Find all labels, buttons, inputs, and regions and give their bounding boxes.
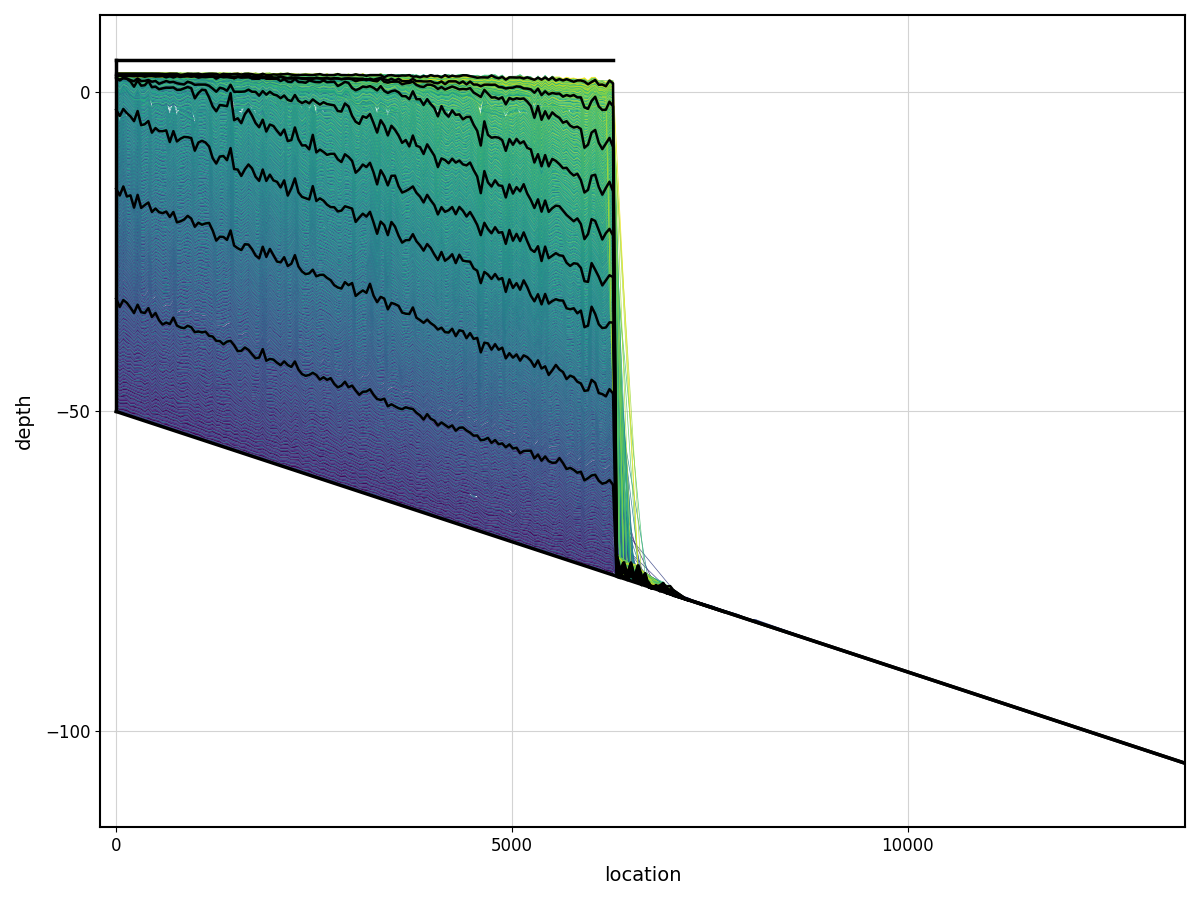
Y-axis label: depth: depth xyxy=(14,392,34,449)
X-axis label: location: location xyxy=(604,866,682,885)
